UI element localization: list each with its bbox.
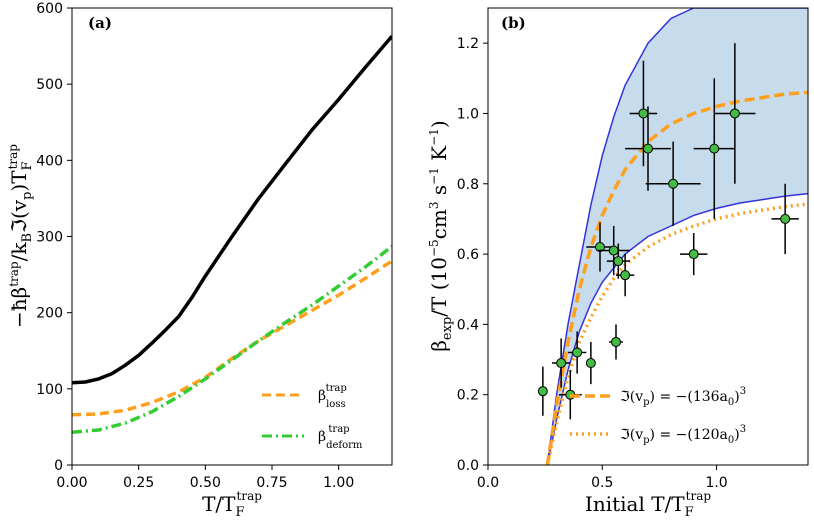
data-point: [585, 341, 596, 385]
point-marker: [572, 347, 583, 358]
point-marker: [585, 358, 596, 369]
panel-a: 0.00 0.25 0.50 0.75 1.000100200300400500600 …: [6, 1, 393, 520]
b-ytick-label: 0.8: [457, 177, 479, 193]
panel-b-plot: [537, 8, 808, 465]
panel-b-frame: [487, 7, 809, 466]
a-xtick-label: 0.25: [123, 475, 154, 491]
panel-b-label: (b): [501, 14, 526, 32]
data-point: [537, 366, 548, 416]
panel-a-legend: βlosstrap βdeformtrap: [262, 383, 363, 451]
data-point: [586, 222, 614, 272]
curve-a120: [545, 202, 808, 465]
b-ytick-label: 0.2: [457, 388, 479, 404]
data-point: [606, 243, 630, 279]
b-xtick-label: 0.0: [477, 475, 499, 491]
a-xtick-label: 1.00: [323, 475, 354, 491]
data-point: [625, 106, 671, 191]
legend-136-label: ℑ(vp) = −(136a0)3: [620, 386, 746, 408]
panel-a-curves: [72, 35, 392, 434]
a-ytick-label: 200: [36, 306, 63, 322]
point-marker: [556, 358, 567, 369]
data-point: [714, 43, 756, 184]
a-ytick-label: 600: [36, 1, 63, 17]
data-point: [771, 183, 799, 255]
b-ytick-label: 1.2: [457, 36, 479, 52]
curve-a136: [545, 90, 808, 465]
a-xtick-label: 0.50: [190, 475, 221, 491]
b-ytick-label: 0.0: [457, 458, 479, 474]
band-upper-edge: [546, 8, 808, 465]
a-ytick-label: 300: [36, 230, 63, 246]
panel-a-xlabel: T/TFtrap: [202, 489, 262, 520]
curve-deform: [72, 245, 392, 434]
legend-deform-label: βdeformtrap: [318, 424, 363, 451]
curve-total: [72, 35, 392, 385]
panel-a-label: (a): [88, 14, 112, 32]
panel-a-ticks: 0.00 0.25 0.50 0.75 1.00 0 100 200 300 400 500 600: [36, 1, 354, 491]
a-ytick-label: 0: [54, 458, 63, 474]
data-point: [693, 78, 735, 219]
point-marker: [620, 270, 631, 281]
data-point: [609, 324, 623, 360]
point-marker: [595, 242, 605, 253]
panel-b-legend: ℑ(vp) = −(136a0)3 ℑ(vp) = −(120a0)3: [570, 386, 746, 446]
b-xtick-label: 0.5: [591, 475, 613, 491]
point-marker: [729, 108, 740, 119]
point-marker: [638, 108, 649, 119]
panel-b: 0.0 0.5 1.0 0.0 0.2 0.4 0.6 0.8 1.0 1.2 (b) ℑ(vp)…: [427, 7, 809, 520]
data-point: [645, 141, 701, 226]
point-marker: [608, 245, 619, 256]
panel-b-ticks: 0.0 0.5 1.0 0.0 0.2 0.4 0.6 0.8 1.0 1.2: [457, 36, 728, 491]
a-ytick-label: 500: [36, 77, 63, 93]
b-ytick-label: 0.4: [457, 317, 479, 333]
point-marker: [668, 178, 679, 189]
a-ytick-label: 400: [36, 153, 63, 169]
data-point: [616, 254, 635, 297]
b-xtick-label: 1.0: [705, 475, 727, 491]
panel-a-ylabel: −ħβtrap/kBℑ(vp)TFtrap: [6, 144, 35, 328]
legend-120-label: ℑ(vp) = −(120a0)3: [620, 424, 746, 446]
data-point: [680, 232, 708, 276]
legend-loss-label: βlosstrap: [318, 383, 347, 410]
b-ytick-label: 0.6: [457, 247, 479, 263]
point-marker: [688, 249, 699, 260]
a-xtick-label: 0.75: [256, 475, 287, 491]
b-ytick-label: 1.0: [457, 106, 479, 122]
panel-b-ylabel: βexp/T (10−5cm3 s−1 K−1): [427, 120, 455, 351]
data-point: [552, 338, 571, 388]
point-marker: [643, 143, 653, 154]
panel-b-xlabel: Initial T/TFtrap: [585, 489, 711, 520]
data-point: [568, 331, 587, 374]
a-ytick-label: 100: [36, 382, 63, 398]
a-xtick-label: 0.00: [56, 475, 87, 491]
point-marker: [537, 386, 548, 397]
point-marker: [611, 336, 621, 347]
curve-loss: [72, 259, 392, 417]
point-marker: [709, 143, 720, 154]
point-marker: [613, 256, 624, 267]
point-marker: [780, 213, 791, 224]
